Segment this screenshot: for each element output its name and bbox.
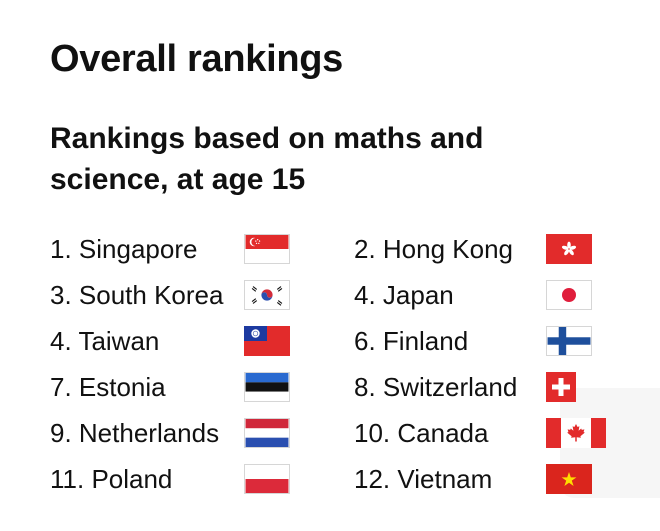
page-title: Overall rankings <box>50 38 344 80</box>
japan-flag-icon <box>546 280 592 310</box>
south-korea-flag-icon <box>244 280 290 310</box>
hong-kong-flag-icon <box>546 234 592 264</box>
finland-flag-icon <box>546 326 592 356</box>
switzerland-flag-icon <box>546 372 576 402</box>
ranking-label: 12. Vietnam <box>354 464 493 494</box>
page-subtitle: Rankings based on maths and science, at … <box>50 122 484 196</box>
ranking-label: 1. Singapore <box>50 234 198 264</box>
ranking-label: 9. Netherlands <box>50 418 220 448</box>
ranking-label: 3. South Korea <box>50 280 224 310</box>
ranking-label: 4. Taiwan <box>50 326 160 356</box>
ranking-label: 11. Poland <box>50 464 173 494</box>
estonia-flag-icon <box>244 372 290 402</box>
canada-flag-icon <box>546 418 606 448</box>
ranking-label: 2. Hong Kong <box>354 234 514 264</box>
singapore-flag-icon <box>244 234 290 264</box>
vietnam-flag-icon <box>546 464 592 494</box>
ranking-label: 10. Canada <box>354 418 489 448</box>
netherlands-flag-icon <box>244 418 290 448</box>
taiwan-flag-icon <box>244 326 290 356</box>
ranking-label: 4. Japan <box>354 280 454 310</box>
ranking-label: 8. Switzerland <box>354 372 518 402</box>
ranking-label: 7. Estonia <box>50 372 166 402</box>
poland-flag-icon <box>244 464 290 494</box>
ranking-label: 6. Finland <box>354 326 469 356</box>
